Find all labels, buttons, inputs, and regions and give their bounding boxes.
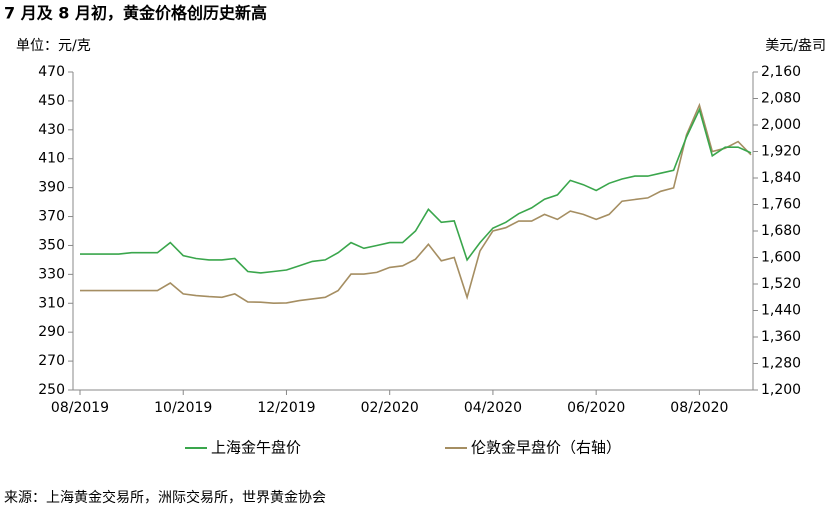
source-note: 来源：上海黄金交易所，洲际交易所，世界黄金协会 — [4, 489, 326, 506]
x-tick-label: 08/2020 — [670, 400, 728, 416]
y-tick-label: 370 — [38, 209, 65, 225]
chart-title: 7 月及 8 月初，黄金价格创历史新高 — [4, 4, 267, 23]
y-tick-label: 350 — [38, 237, 65, 253]
y-tick-label: 330 — [38, 266, 65, 282]
y2-tick-label: 1,520 — [761, 276, 801, 292]
y2-tick-label: 2,080 — [761, 91, 801, 107]
y-tick-label: 410 — [38, 151, 65, 167]
x-tick-label: 02/2020 — [361, 400, 419, 416]
y2-tick-label: 2,000 — [761, 117, 801, 133]
y2-tick-label: 1,840 — [761, 170, 801, 186]
y2-tick-label: 2,160 — [761, 64, 801, 80]
y2-tick-label: 1,280 — [761, 356, 801, 372]
y2-tick-label: 1,360 — [761, 329, 801, 345]
y-axis-title: 单位：元/克 — [16, 38, 91, 54]
y2-tick-label: 1,920 — [761, 144, 801, 160]
legend-label: 伦敦金早盘价（右轴） — [471, 439, 621, 457]
legend-label: 上海金午盘价 — [211, 439, 301, 457]
y2-tick-label: 1,200 — [761, 382, 801, 398]
y-tick-label: 290 — [38, 324, 65, 340]
series-line — [80, 102, 752, 305]
y2-tick-label: 1,600 — [761, 250, 801, 266]
y-tick-label: 270 — [38, 353, 65, 369]
series-line — [80, 107, 752, 274]
y2-tick-label: 1,760 — [761, 197, 801, 213]
x-tick-label: 08/2019 — [51, 400, 109, 416]
x-tick-label: 12/2019 — [257, 400, 315, 416]
y-tick-label: 310 — [38, 295, 65, 311]
x-tick-label: 06/2020 — [567, 400, 625, 416]
y-tick-label: 470 — [38, 64, 65, 80]
y2-tick-label: 1,440 — [761, 303, 801, 319]
y-tick-label: 450 — [38, 93, 65, 109]
y-tick-label: 430 — [38, 122, 65, 138]
x-tick-label: 04/2020 — [464, 400, 522, 416]
y2-axis-title: 美元/盎司 — [765, 38, 826, 54]
x-tick-label: 10/2019 — [154, 400, 212, 416]
y-tick-label: 250 — [38, 382, 65, 398]
y-tick-label: 390 — [38, 180, 65, 196]
y2-tick-label: 1,680 — [761, 223, 801, 239]
